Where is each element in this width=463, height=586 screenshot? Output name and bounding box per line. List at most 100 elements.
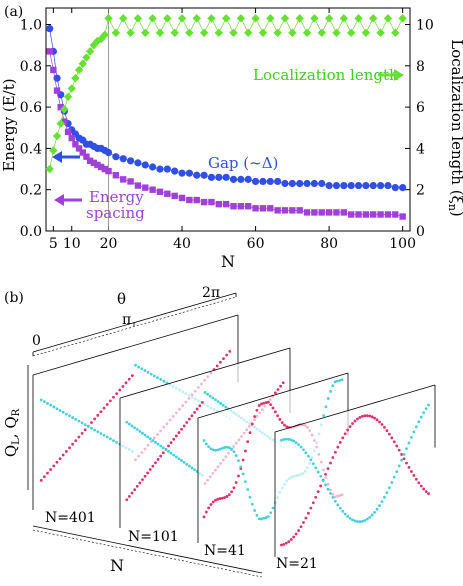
q-right-point: [405, 447, 408, 451]
q-right-point: [46, 402, 49, 405]
x-tick-label: 10: [63, 236, 81, 252]
q-right-point: [151, 439, 155, 442]
q-left-point: [278, 418, 282, 421]
q-left-point: [387, 432, 391, 436]
q-left-letter: Q: [2, 445, 20, 457]
localization-point: [236, 14, 246, 23]
q-right-point: [55, 407, 59, 411]
localization-point: [52, 131, 62, 141]
q-right-point: [164, 448, 168, 452]
spacing-point: [72, 141, 79, 148]
q-right-point: [149, 372, 153, 376]
spacing-point: [61, 118, 68, 125]
q-right-point: [322, 414, 325, 418]
q-right-point: [340, 378, 344, 382]
spacing-point: [311, 209, 318, 216]
q-left-point: [419, 484, 423, 488]
q-left-point: [370, 415, 374, 419]
q-right-point: [338, 379, 342, 382]
q-right-point: [203, 391, 207, 394]
spacing-point: [97, 163, 105, 171]
q-left-point: [241, 458, 245, 462]
q-right-point: [336, 503, 340, 507]
q-right-point: [244, 480, 247, 484]
q-right-point: [140, 367, 144, 371]
q-right-point: [185, 462, 189, 466]
q-right-point: [223, 446, 227, 449]
q-right-point: [358, 520, 362, 524]
q-left-point: [326, 467, 330, 471]
q-left-point: [172, 437, 176, 441]
spacing-point: [134, 182, 142, 189]
q-left-point: [58, 457, 62, 461]
q-left-point: [204, 510, 208, 514]
n-depth-axis: [32, 525, 263, 578]
localization-annotation: Localization length: [253, 66, 399, 84]
localization-arrow: [378, 69, 404, 81]
q-left-point: [302, 521, 305, 524]
gap-point: [266, 177, 274, 186]
q-left-point: [161, 451, 165, 455]
q-right-point: [125, 420, 129, 424]
localization-point: [163, 14, 172, 23]
q-left-point: [255, 408, 259, 412]
q-left-point: [135, 484, 139, 488]
y-right-tick-label: 6: [416, 100, 425, 116]
gap-point: [376, 181, 385, 190]
q-right-point: [99, 432, 103, 435]
x-tick-label: 60: [247, 236, 265, 252]
q-right-point: [52, 405, 56, 409]
localization-point: [266, 14, 275, 23]
spacing-point: [259, 205, 267, 212]
q-right-point: [373, 510, 377, 514]
q-right-point: [250, 502, 254, 506]
q-right-point: [141, 431, 144, 435]
q-right-point: [169, 451, 173, 455]
spacing-point: [94, 161, 101, 169]
q-axis-label: QL, QR: [2, 408, 22, 457]
localization-point: [383, 14, 393, 23]
localization-point: [126, 28, 135, 37]
q-left-point: [68, 446, 71, 450]
gap-point: [134, 159, 142, 167]
spacing-point: [86, 157, 94, 164]
q-right-point: [390, 481, 394, 484]
theta-tick-2pi: 2π: [202, 285, 220, 301]
q-left-point: [427, 492, 430, 496]
q-right-point: [422, 411, 426, 415]
q-left-point: [353, 419, 357, 423]
q-left-point: [198, 404, 202, 408]
q-right-point: [161, 446, 165, 450]
q-right-point: [83, 423, 87, 427]
q-right-point: [154, 440, 157, 444]
q-left-point: [156, 458, 160, 461]
spacing-point: [222, 200, 230, 208]
localization-point: [376, 28, 385, 37]
q-left-point: [105, 403, 109, 406]
y-right-tick-label: 8: [416, 59, 425, 75]
spacing-point: [347, 211, 355, 218]
q-left-point: [46, 471, 49, 475]
q-right-point: [216, 448, 220, 452]
q-right-point: [148, 437, 152, 441]
frame-3: [274, 384, 436, 557]
q-right-point: [289, 438, 293, 442]
gap-point: [347, 181, 355, 190]
q-left-point: [237, 474, 240, 478]
spacing-point: [64, 128, 72, 136]
q-right-point: [207, 445, 211, 449]
q-left-point: [128, 494, 131, 498]
q-right-point: [239, 465, 243, 469]
q-right-point: [206, 392, 210, 396]
q-right-point: [360, 519, 364, 523]
q-right-point: [395, 470, 399, 473]
gap-point: [149, 163, 157, 171]
q-left-point: [39, 478, 43, 482]
spacing-point: [303, 209, 311, 216]
gap-point: [156, 165, 164, 173]
q-right-point: [68, 414, 71, 418]
energy-spacing-arrow: [54, 194, 82, 206]
q-left-point: [214, 498, 217, 502]
localization-point: [74, 65, 84, 75]
